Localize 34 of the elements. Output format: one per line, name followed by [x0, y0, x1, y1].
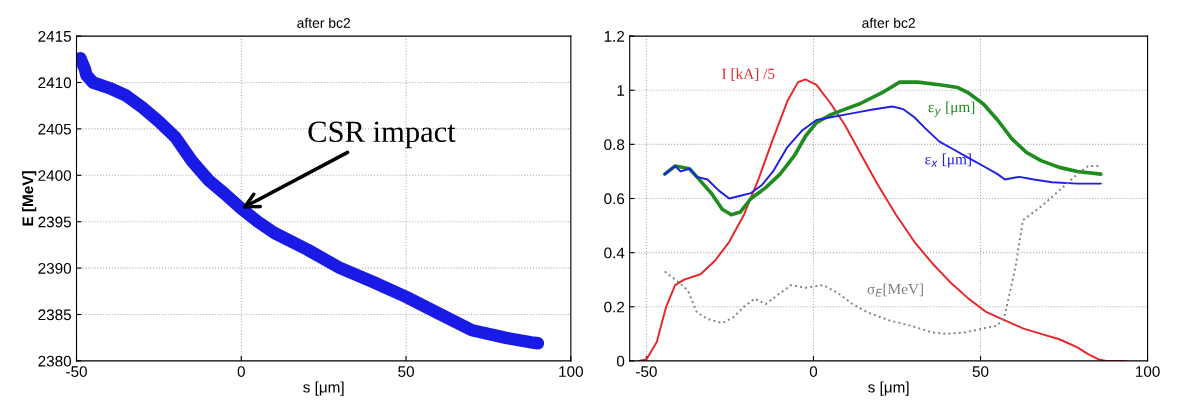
y-tick-label: 0.6: [604, 193, 625, 205]
x-tick-label: 100: [1136, 366, 1160, 377]
y-tick-label: 2395: [38, 216, 72, 228]
y-tick-label: 2385: [38, 309, 72, 321]
series-label: σ$_{E}$[MeV]: [867, 283, 923, 297]
x-tick-label: -50: [66, 366, 87, 377]
y-tick-label: 1.2: [604, 30, 625, 42]
chart-title: after bc2: [862, 17, 915, 28]
x-tick-label: 50: [398, 366, 414, 377]
y-tick-label: 1: [617, 85, 625, 96]
y-tick-label: 2380: [38, 355, 72, 367]
y-tick-label: 0.2: [604, 301, 625, 313]
series-label: ε$_{x}$ [μm]: [925, 153, 971, 168]
x-tick-label: 100: [559, 366, 583, 377]
y-axis-title: E [MeV]: [22, 171, 37, 226]
chart-title: after bc2: [297, 17, 350, 28]
x-axis-title: s [μm]: [303, 381, 344, 396]
y-tick-label: 2415: [38, 30, 72, 42]
y-tick-label: 0: [616, 355, 625, 367]
y-tick-label: 2405: [38, 123, 72, 135]
line-series: [662, 80, 1103, 217]
y-tick-label: 0.4: [604, 247, 625, 259]
y-tick-label: 2400: [38, 170, 72, 181]
x-tick-label: -50: [636, 366, 657, 377]
y-tick-label: 0.8: [604, 139, 625, 151]
y-tick-label: 2390: [38, 262, 72, 274]
x-tick-label: 0: [809, 366, 818, 377]
series-label: ε$_{y}$ [μm]: [928, 101, 975, 117]
x-tick-label: 0: [237, 366, 245, 377]
x-axis-title: s [μm]: [868, 381, 909, 396]
y-tick-label: 2410: [38, 77, 72, 89]
annotation: CSR impact: [308, 121, 456, 149]
series-label: I [kA] /5: [722, 68, 775, 81]
x-tick-label: 50: [972, 366, 989, 377]
